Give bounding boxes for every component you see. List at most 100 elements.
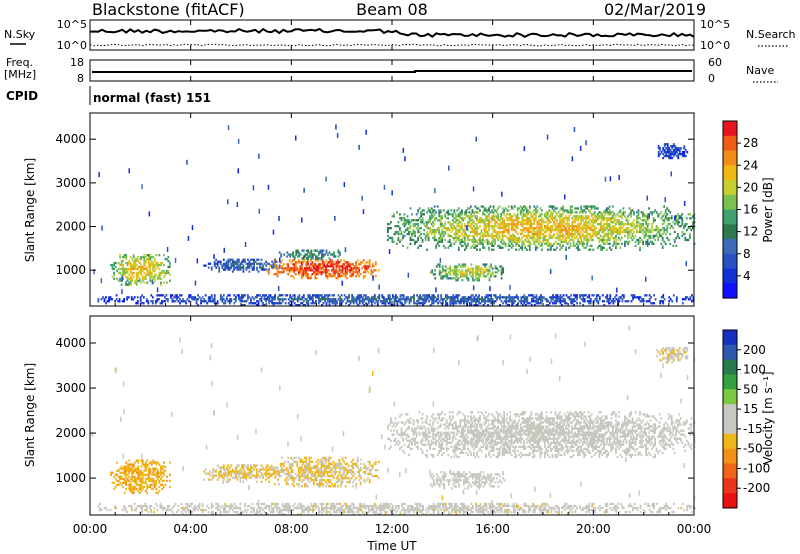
power-cell (242, 258, 245, 261)
power-cell (548, 234, 551, 238)
power-cell (484, 263, 486, 266)
power-cell (516, 207, 519, 210)
power-cell (492, 225, 495, 228)
power-cell (668, 300, 671, 303)
power-cell (486, 230, 489, 234)
power-cell (351, 298, 353, 301)
power-cell (207, 300, 210, 303)
power-cell (141, 256, 144, 259)
power-cell (367, 296, 370, 299)
velocity-cell (218, 476, 221, 479)
power-cell (559, 219, 561, 222)
power-cell (538, 238, 540, 242)
velocity-cell (302, 472, 305, 476)
power-cell (476, 227, 478, 230)
power-cell (527, 240, 530, 243)
power-cell (358, 271, 361, 274)
power-cell (488, 219, 490, 222)
power-cell (471, 234, 474, 238)
power-cell (675, 154, 678, 158)
power-cell (435, 230, 438, 234)
power-cell (483, 207, 486, 210)
power-cell (516, 215, 519, 218)
power-cell (657, 151, 660, 154)
power-cell (569, 211, 572, 214)
power-cell (473, 242, 475, 245)
power-cell (141, 265, 144, 269)
power-cell (488, 300, 491, 303)
velocity-cell (250, 472, 252, 475)
power-cell (527, 209, 530, 212)
power-cell (460, 275, 462, 278)
power-cell (158, 294, 160, 297)
power-cell (469, 273, 471, 276)
velocity-cell (163, 479, 165, 482)
velocity-cell (215, 468, 218, 471)
power-cell (499, 265, 501, 268)
power-cell (451, 219, 454, 222)
power-cell (646, 240, 649, 243)
power-cell (651, 242, 653, 245)
power-cell (129, 275, 132, 278)
power-cell (244, 300, 246, 303)
power-cell (473, 238, 475, 242)
power-cell (574, 228, 576, 232)
power-cell (540, 298, 542, 301)
power-cell (386, 298, 388, 301)
power-cell (444, 213, 447, 216)
power-cell (159, 294, 162, 297)
velocity-cell (117, 483, 120, 486)
power-cell (291, 259, 294, 262)
power-cell (472, 267, 474, 270)
power-cell (346, 298, 349, 301)
power-cell (302, 271, 305, 274)
power-cell (557, 225, 560, 228)
power-cell (483, 219, 486, 222)
power-cell (150, 275, 153, 278)
power-cell (504, 242, 507, 245)
power-cell (582, 298, 585, 301)
power-cell (453, 227, 456, 230)
power-cell (210, 294, 213, 297)
power-cell (606, 300, 609, 303)
power-cell (624, 234, 626, 238)
power-cell (663, 143, 666, 146)
power-cell (676, 223, 679, 226)
power-cell (530, 304, 533, 307)
power-cell (572, 240, 575, 243)
velocity-cell (294, 472, 297, 476)
power-cell (444, 294, 447, 297)
power-cell (303, 273, 306, 276)
velocity-cell (140, 477, 143, 480)
velocity-cell (262, 476, 264, 479)
power-cell (326, 277, 329, 280)
velocity-cell (297, 456, 300, 459)
power-cell (560, 221, 563, 224)
power-cell (470, 238, 472, 242)
power-cell (475, 298, 477, 301)
power-cell (371, 265, 374, 268)
power-cell (593, 228, 596, 232)
power-cell (519, 223, 522, 226)
power-cell (307, 257, 310, 260)
power-cell (447, 277, 450, 280)
power-cell (644, 294, 646, 297)
power-cell (440, 302, 443, 305)
power-cell (556, 300, 559, 303)
velocity-cell (231, 476, 234, 479)
power-cell (131, 279, 134, 282)
power-cell (476, 248, 478, 251)
power-cell (415, 219, 418, 222)
power-cell (221, 266, 224, 269)
power-cell (615, 215, 617, 218)
velocity-cell (140, 469, 143, 472)
power-cell (132, 256, 135, 259)
power-cell (488, 242, 490, 245)
power-cell (215, 266, 218, 269)
power-cell (624, 300, 627, 303)
power-cell (417, 298, 420, 301)
power-cell (450, 213, 453, 216)
power-cell (442, 234, 445, 238)
power-cell (552, 298, 554, 301)
power-cell (132, 254, 135, 257)
